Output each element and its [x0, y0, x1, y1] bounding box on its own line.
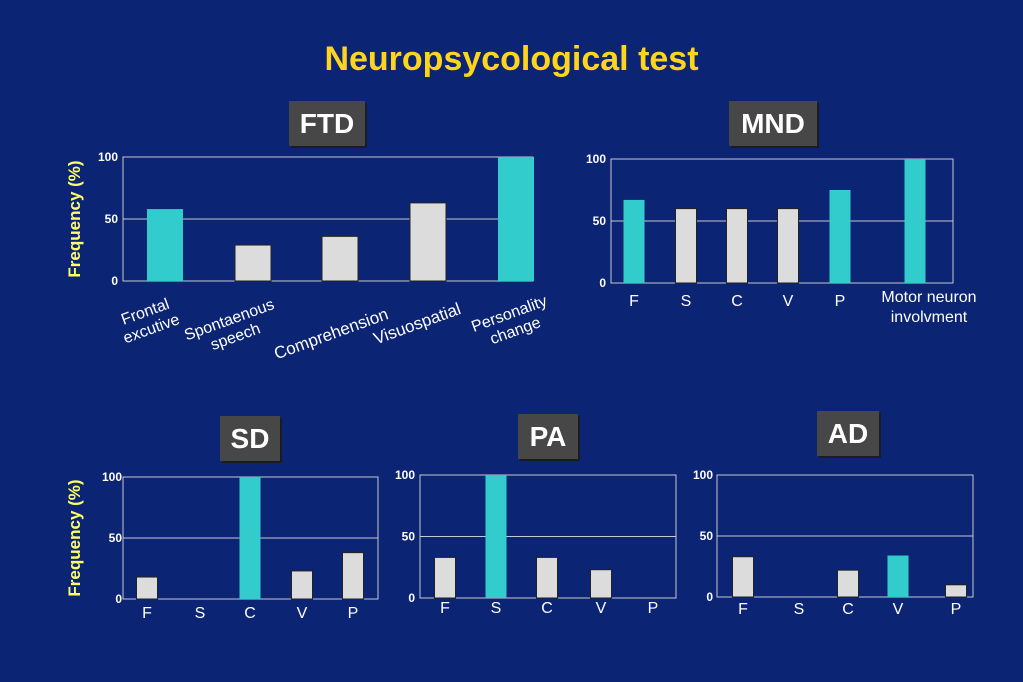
category-label: V [297, 605, 308, 622]
bar-v [590, 569, 612, 599]
bar-f [434, 556, 456, 599]
bar-v [777, 208, 799, 284]
category-label: F [738, 601, 748, 618]
y-tick-label: 0 [111, 274, 118, 288]
category-label: F [142, 605, 152, 622]
category-label: V [893, 601, 904, 618]
bar-p [945, 584, 967, 598]
category-label: F [629, 293, 639, 310]
bar-c [536, 556, 558, 599]
bar-s [675, 208, 697, 284]
bar-v [887, 555, 909, 597]
y-tick-label: 0 [599, 276, 606, 290]
y-tick-label: 50 [700, 529, 714, 543]
bar-c [239, 477, 261, 599]
category-label: S [195, 605, 206, 622]
category-label: V [783, 293, 794, 310]
bar-motor-neuron-involvment [904, 159, 926, 283]
category-label: S [681, 293, 692, 310]
y-tick-label: 100 [586, 152, 606, 166]
category-label: F [440, 600, 450, 617]
bar-c [837, 569, 859, 598]
y-tick-label: 100 [693, 468, 713, 482]
category-label: S [794, 601, 805, 618]
panel-label-ad: AD [817, 411, 879, 456]
panel-label-sd: SD [220, 416, 280, 461]
y-axis-label: Frequency (%) [65, 479, 84, 596]
bar-f [136, 576, 158, 600]
bar-visuospatial [409, 202, 447, 282]
category-label: Motor neuron involvment [881, 289, 976, 326]
bar-f [732, 556, 754, 598]
category-label: C [244, 605, 256, 622]
y-tick-label: 50 [402, 530, 416, 544]
bar-frontal-excutive [147, 209, 183, 281]
panel-label-ftd: FTD [289, 101, 365, 146]
category-label: V [596, 600, 607, 617]
bar-c [726, 208, 748, 284]
y-axis-label: Frequency (%) [65, 160, 84, 277]
category-label: C [731, 293, 743, 310]
y-tick-label: 100 [102, 470, 122, 484]
y-tick-label: 50 [109, 531, 123, 545]
bar-spontaenous-speech [234, 244, 272, 282]
bar-comprehension [321, 235, 359, 282]
panel-label-pa: PA [518, 414, 578, 459]
y-tick-label: 0 [115, 592, 122, 606]
bar-s [485, 475, 507, 598]
category-label: Spontaenousspeech [182, 296, 283, 361]
category-label: C [842, 601, 854, 618]
bar-p [342, 552, 364, 600]
y-tick-label: 50 [593, 214, 607, 228]
y-tick-label: 100 [98, 150, 118, 164]
category-label: Personalitychange [469, 293, 555, 353]
y-tick-label: 0 [706, 590, 713, 604]
bar-p [829, 190, 851, 283]
page-title: Neuropsycological test [324, 40, 699, 78]
category-label: S [491, 600, 502, 617]
y-tick-label: 50 [105, 212, 119, 226]
category-label: Frontalexcutive [115, 294, 182, 347]
category-label: P [835, 293, 846, 310]
category-label: C [541, 600, 553, 617]
y-tick-label: 0 [408, 591, 415, 605]
category-label: P [648, 600, 659, 617]
panel-label-mnd: MND [729, 101, 817, 146]
category-label: P [348, 605, 359, 622]
category-label: P [951, 601, 962, 618]
bar-v [291, 570, 313, 600]
bar-personality-change [498, 157, 534, 281]
y-tick-label: 100 [395, 468, 415, 482]
bar-f [623, 199, 645, 283]
